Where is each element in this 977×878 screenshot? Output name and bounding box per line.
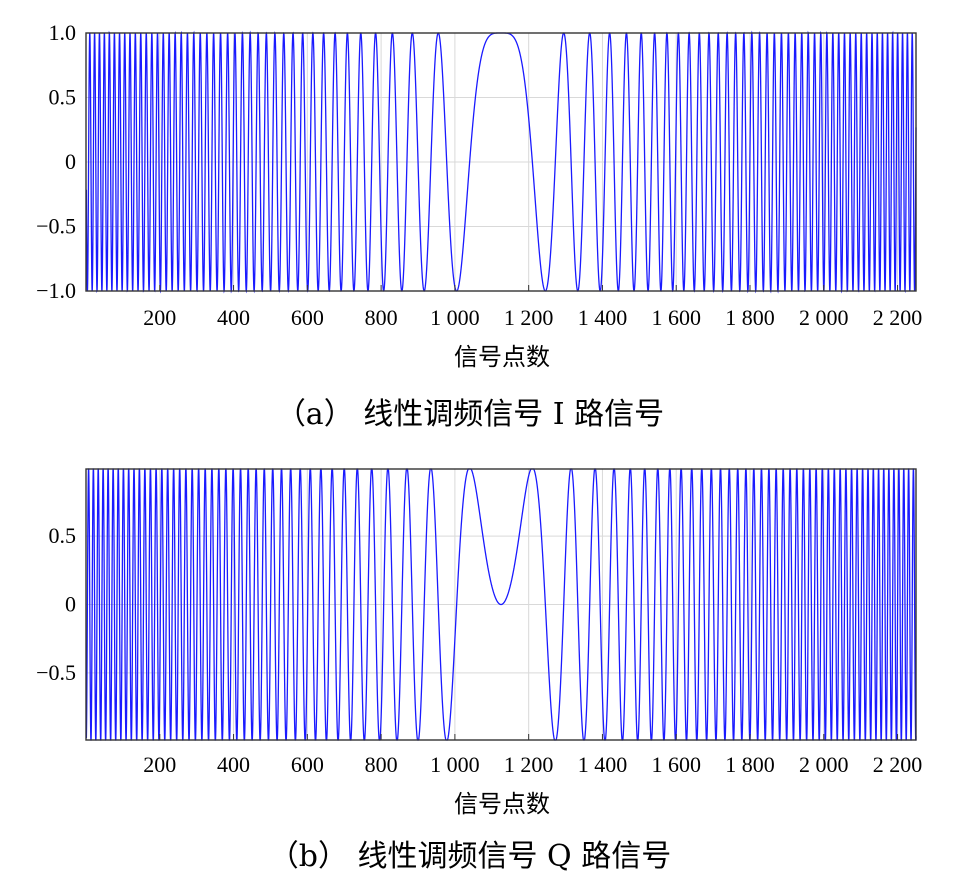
x-tick-label: 200 [143, 305, 176, 330]
x-tick-label: 600 [291, 305, 324, 330]
y-tick-label: 0.5 [49, 85, 77, 110]
x-axis-label-i: 信号点数 [454, 343, 550, 371]
x-tick-label: 1 800 [725, 305, 775, 330]
series-line-q [85, 468, 917, 741]
x-tick-labels-q: 200 400 600 800 1 000 1 200 1 400 1 600 1 800 2 0… [143, 734, 922, 777]
axes-frame-i [85, 32, 917, 292]
x-tick-label: 2 000 [799, 305, 849, 330]
chart-panel-i: 200 400 600 800 1 000 1 200 1 400 1 600 1 800 2 0… [36, 20, 922, 432]
x-tick-label: 1 600 [651, 305, 701, 330]
y-tick-label: −1.0 [36, 278, 76, 303]
x-tick-label: 1 200 [504, 305, 554, 330]
x-tick-label: 1 200 [504, 752, 554, 777]
y-tick-labels-i: 1.0 0.5 0 −0.5 −1.0 [36, 20, 76, 303]
chart-panel-q: 200 400 600 800 1 000 1 200 1 400 1 600 1 800 2 0… [36, 468, 922, 874]
x-tick-labels-i: 200 400 600 800 1 000 1 200 1 400 1 600 1 800 2 0… [143, 285, 922, 330]
x-tick-label: 400 [217, 305, 250, 330]
x-tick-label: 200 [143, 752, 176, 777]
y-tick-labels-q: 0.5 0 −0.5 [36, 523, 76, 685]
x-tick-label: 1 800 [725, 752, 775, 777]
caption-i: （a） 线性调频信号 I 路信号 [276, 397, 664, 432]
y-tick-label: 1.0 [49, 20, 77, 45]
x-axis-label-q: 信号点数 [454, 790, 550, 818]
x-tick-label: 800 [365, 752, 398, 777]
x-tick-label: 1 000 [430, 752, 480, 777]
x-tick-label: 400 [217, 752, 250, 777]
x-tick-label: 2 200 [873, 752, 923, 777]
x-tick-label: 1 400 [578, 305, 628, 330]
y-tick-label: −0.5 [36, 660, 76, 685]
y-tick-label: 0.5 [49, 523, 77, 548]
x-tick-label: 600 [291, 752, 324, 777]
axes-frame-q [85, 468, 917, 741]
x-tick-label: 1 400 [578, 752, 628, 777]
x-tick-label: 1 600 [651, 752, 701, 777]
x-tick-label: 1 000 [430, 305, 480, 330]
y-tick-label: 0 [65, 592, 76, 617]
x-tick-label: 2 200 [873, 305, 923, 330]
x-tick-label: 2 000 [799, 752, 849, 777]
y-tick-label: −0.5 [36, 214, 76, 239]
x-tick-label: 800 [365, 305, 398, 330]
caption-q: （b） 线性调频信号 Q 路信号 [269, 839, 671, 874]
y-tick-label: 0 [65, 149, 76, 174]
